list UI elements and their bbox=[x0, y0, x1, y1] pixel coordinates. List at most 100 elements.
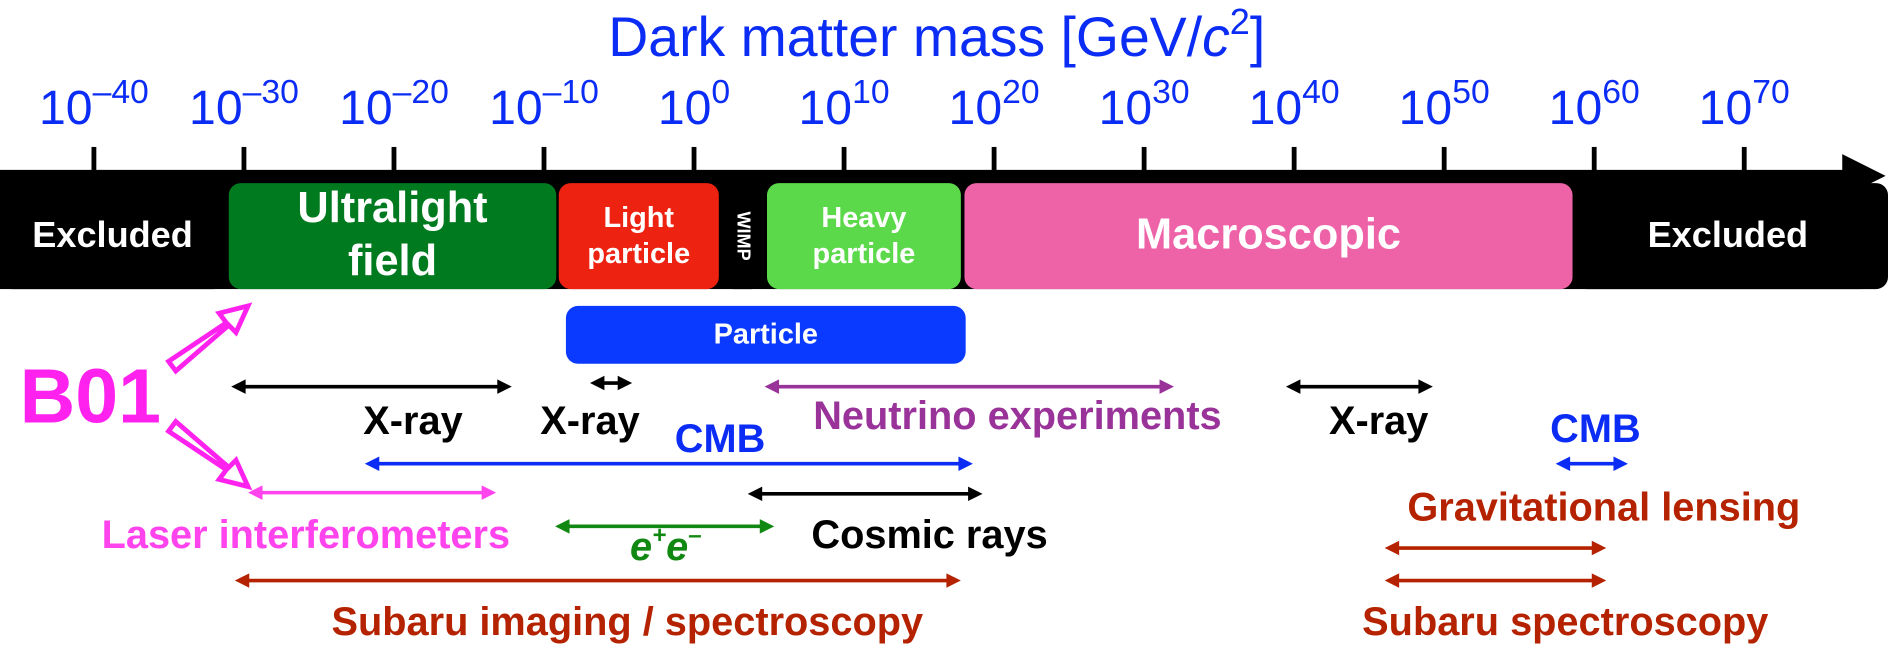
tick-exp: 50 bbox=[1452, 73, 1489, 111]
range-label-part: e bbox=[666, 525, 688, 569]
range-head bbox=[759, 519, 775, 534]
b01-arrow-down bbox=[165, 418, 253, 491]
region bbox=[0, 183, 226, 290]
range-label: Neutrino experiments bbox=[813, 393, 1221, 437]
tick-label: 1050 bbox=[1399, 73, 1490, 135]
tick-base: 10 bbox=[1249, 81, 1303, 135]
range-head bbox=[747, 486, 763, 502]
tick-exp: –30 bbox=[243, 73, 299, 111]
region bbox=[1574, 183, 1888, 290]
tick-exp: 20 bbox=[1002, 73, 1039, 111]
title-part: ] bbox=[1250, 6, 1265, 68]
tick-base: 10 bbox=[658, 81, 712, 135]
tick-exp: –10 bbox=[543, 73, 599, 111]
tick-base: 10 bbox=[489, 81, 543, 135]
region-label: Light bbox=[603, 202, 674, 234]
tick-base: 10 bbox=[1699, 81, 1753, 135]
range-label: X-ray bbox=[540, 398, 639, 442]
range-label-text: CMB bbox=[675, 416, 765, 460]
region bbox=[721, 183, 764, 290]
region-label: particle bbox=[813, 238, 916, 270]
range-label: Subaru imaging / spectroscopy bbox=[332, 599, 924, 643]
tick-exp: –20 bbox=[393, 73, 449, 111]
tick-label: 10–30 bbox=[189, 73, 299, 135]
tick-label: 1060 bbox=[1549, 73, 1640, 135]
b01-arrow-up bbox=[165, 302, 253, 375]
region-label: Excluded bbox=[32, 214, 193, 255]
tick-base: 10 bbox=[799, 81, 853, 135]
tick-base: 10 bbox=[339, 81, 393, 135]
tick-base: 10 bbox=[949, 81, 1003, 135]
tick-label: 10–10 bbox=[489, 73, 599, 135]
range-label: Cosmic rays bbox=[811, 513, 1047, 557]
tick-label: 100 bbox=[658, 73, 730, 135]
range-label-text: Subaru imaging / spectroscopy bbox=[332, 599, 924, 643]
region bbox=[964, 183, 1573, 290]
range-label: Subaru spectroscopy bbox=[1362, 599, 1768, 643]
region-label: Excluded bbox=[1648, 214, 1809, 255]
range-label: CMB bbox=[675, 416, 765, 460]
range-head bbox=[958, 456, 973, 471]
tick-exp: 30 bbox=[1152, 73, 1189, 111]
range-label-text: X-ray bbox=[540, 398, 639, 442]
tick-label: 10–40 bbox=[39, 73, 149, 135]
range-head bbox=[590, 375, 605, 391]
region-label: field bbox=[348, 237, 437, 285]
range-head bbox=[1159, 379, 1174, 394]
range-head bbox=[555, 519, 570, 534]
title: Dark matter mass [GeV/c2] bbox=[608, 1, 1265, 68]
range-head bbox=[1285, 379, 1301, 394]
range-head bbox=[1613, 456, 1628, 471]
tick-base: 10 bbox=[39, 81, 93, 135]
range-label-part: + bbox=[652, 523, 666, 550]
range-label: Laser interferometers bbox=[102, 513, 510, 557]
region-label: Macroscopic bbox=[1136, 211, 1401, 259]
range-head bbox=[481, 485, 497, 500]
range-label-part: e bbox=[630, 525, 652, 569]
range-label-text: CMB bbox=[1550, 407, 1640, 451]
region-label: Ultralight bbox=[297, 184, 487, 232]
range-label: e+e– bbox=[630, 523, 702, 569]
tick-exp: 70 bbox=[1752, 73, 1789, 111]
range-head bbox=[1591, 573, 1607, 588]
title-part: Dark matter mass [GeV/ bbox=[608, 6, 1202, 68]
range-label: Gravitational lensing bbox=[1407, 485, 1800, 529]
region-label: WIMP bbox=[734, 212, 754, 261]
range-head bbox=[1384, 573, 1400, 588]
region-label: particle bbox=[587, 238, 690, 270]
range-head bbox=[497, 379, 512, 394]
range-label-text: Cosmic rays bbox=[811, 513, 1047, 557]
tick-exp: 0 bbox=[711, 73, 730, 111]
region bbox=[767, 183, 961, 290]
project-label: B01 bbox=[20, 354, 161, 440]
region bbox=[565, 305, 966, 364]
tick-base: 10 bbox=[1099, 81, 1153, 135]
tick-label: 10–20 bbox=[339, 73, 449, 135]
tick-label: 1070 bbox=[1699, 73, 1790, 135]
tick-label: 1030 bbox=[1099, 73, 1190, 135]
range-label: X-ray bbox=[363, 398, 462, 442]
range-label-text: X-ray bbox=[363, 398, 462, 442]
range-head bbox=[231, 379, 246, 394]
range-label-text: X-ray bbox=[1329, 398, 1428, 442]
tick-base: 10 bbox=[189, 81, 243, 135]
region bbox=[228, 183, 557, 290]
range-label-part: – bbox=[688, 523, 701, 550]
tick-exp: 60 bbox=[1602, 73, 1639, 111]
range-head bbox=[234, 573, 250, 588]
range-head bbox=[1555, 456, 1571, 471]
range-label-text: Gravitational lensing bbox=[1407, 485, 1800, 529]
range-head bbox=[1384, 540, 1400, 556]
tick-label: 1040 bbox=[1249, 73, 1340, 135]
range-label-text: Laser interferometers bbox=[102, 513, 510, 557]
range-head bbox=[1418, 379, 1433, 394]
title-part: c bbox=[1202, 6, 1230, 68]
region-label: Heavy bbox=[821, 202, 906, 234]
range-head bbox=[946, 573, 961, 588]
tick-label: 1010 bbox=[799, 73, 890, 135]
tick-exp: –40 bbox=[93, 73, 149, 111]
tick-exp: 40 bbox=[1302, 73, 1339, 111]
tick-exp: 10 bbox=[852, 73, 889, 111]
range-head bbox=[764, 379, 780, 394]
